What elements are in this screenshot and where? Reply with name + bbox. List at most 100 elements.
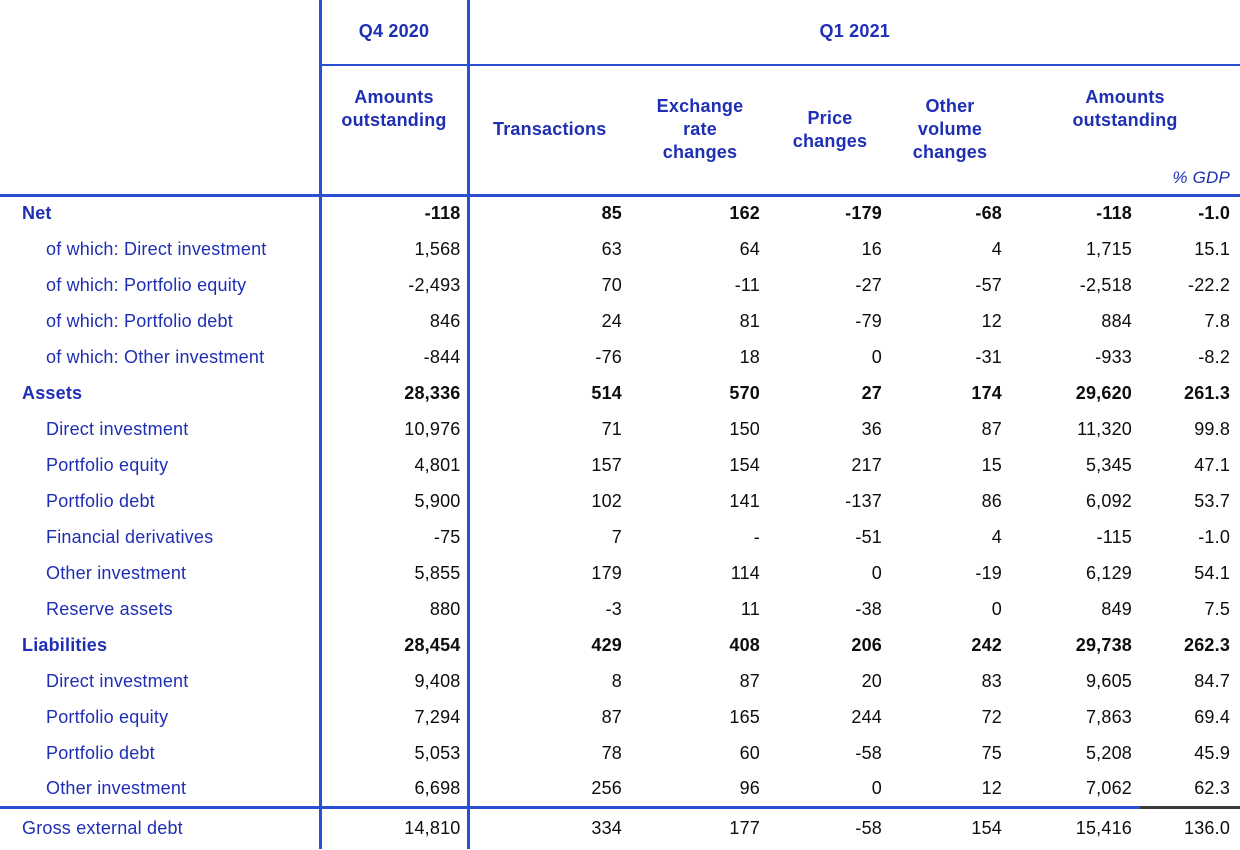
cell-other_volume_changes: 86: [981, 490, 1002, 511]
table-row: Portfolio debt 5,900 102 141 -137 86 6,092 53.7: [0, 483, 1240, 519]
cell-q1_amounts_outstanding: -118: [1096, 203, 1132, 224]
cell-q1_amounts_outstanding: -2,518: [1079, 274, 1132, 295]
table-row: of which: Portfolio debt 846 24 81 -79 12 884 7…: [0, 303, 1240, 339]
cell-price_changes: 0: [871, 777, 882, 798]
cell-exchange_rate_changes: 11: [740, 598, 760, 619]
cell-pct_gdp: 54.1: [1194, 562, 1231, 583]
cell-q1_amounts_outstanding: 1,715: [1085, 238, 1132, 259]
table-row: of which: Portfolio equity -2,493 70 -11 -27…: [0, 267, 1240, 303]
cell-q4_amounts_outstanding: 7,294: [318, 699, 468, 735]
cell-pct_gdp: 69.4: [1194, 706, 1231, 727]
cell-q4_amounts_outstanding: 5,900: [318, 483, 468, 519]
cell-pct_gdp: 136.0: [1140, 805, 1240, 849]
cell-q1_amounts_outstanding: 6,129: [1085, 562, 1132, 583]
cell-pct_gdp: -1.0: [1198, 526, 1231, 547]
cell-q1_amounts_outstanding: 29,738: [1075, 634, 1132, 655]
cell-other_volume_changes: 75: [981, 742, 1002, 763]
cell-other_volume_changes: -57: [975, 274, 1002, 295]
header-empty-cell: [0, 0, 320, 65]
cell-q1_amounts_outstanding: 15,416: [1010, 805, 1140, 849]
cell-q4_amounts_outstanding: 6,698: [318, 771, 468, 807]
table-row: of which: Other investment -844 -76 18 0 -31 -…: [0, 339, 1240, 375]
cell-price_changes: -179: [845, 203, 882, 224]
cell-pct_gdp: 261.3: [1184, 382, 1231, 403]
cell-exchange_rate_changes: 60: [739, 742, 760, 763]
header-measure-row: Amounts outstanding Transactions Exchang…: [0, 65, 1240, 197]
cell-transactions: -76: [466, 339, 630, 375]
header-q4-amounts-outstanding-label: Amounts outstanding: [341, 87, 447, 131]
cell-price_changes: -137: [845, 490, 882, 511]
cell-other_volume_changes: -19: [975, 562, 1002, 583]
header-other-volume-changes: Other volume changes: [890, 65, 1010, 197]
row-label: Portfolio equity: [46, 454, 169, 475]
table-row: Portfolio equity 4,801 157 154 217 15 5,345 47.…: [0, 447, 1240, 483]
cell-price_changes: 16: [861, 238, 882, 259]
cell-q4_amounts_outstanding: 4,801: [318, 447, 468, 483]
cell-exchange_rate_changes: 96: [739, 777, 760, 798]
cell-q4_amounts_outstanding: -75: [318, 519, 468, 555]
cell-transactions: 102: [466, 483, 630, 519]
cell-pct_gdp: 53.7: [1194, 490, 1231, 511]
cell-pct_gdp: 62.3: [1194, 777, 1231, 798]
cell-exchange_rate_changes: 87: [739, 670, 760, 691]
cell-other_volume_changes: 72: [981, 706, 1002, 727]
cell-q4_amounts_outstanding: 5,053: [318, 735, 468, 771]
cell-exchange_rate_changes: 177: [630, 805, 770, 849]
cell-price_changes: 27: [861, 382, 882, 403]
cell-q1_amounts_outstanding: 29,620: [1075, 382, 1132, 403]
table-row: Other investment 5,855 179 114 0 -19 6,129 54.1: [0, 555, 1240, 591]
header-period-row: Q4 2020 Q1 2021: [0, 0, 1240, 66]
cell-other_volume_changes: -68: [975, 203, 1002, 224]
cell-transactions: 24: [466, 303, 630, 339]
cell-transactions: 78: [466, 735, 630, 771]
cell-other_volume_changes: 87: [981, 418, 1002, 439]
cell-transactions: 8: [466, 663, 630, 699]
cell-pct_gdp: -22.2: [1188, 274, 1231, 295]
table-row: of which: Direct investment 1,568 63 64 16 4 1…: [0, 231, 1240, 267]
cell-q1_amounts_outstanding: 11,320: [1077, 418, 1132, 439]
row-label: Other investment: [46, 777, 187, 798]
cell-other_volume_changes: 4: [991, 526, 1002, 547]
row-label: Gross external debt: [0, 805, 320, 849]
cell-pct_gdp: 262.3: [1184, 634, 1231, 655]
cell-exchange_rate_changes: 18: [739, 346, 760, 367]
cell-exchange_rate_changes: 162: [729, 203, 760, 224]
cell-other_volume_changes: 242: [971, 634, 1002, 655]
header-pct-gdp: % GDP: [1172, 167, 1231, 187]
row-label: Liabilities: [22, 634, 108, 655]
cell-price_changes: -58: [770, 805, 890, 849]
cell-transactions: -3: [466, 591, 630, 627]
cell-price_changes: 206: [851, 634, 882, 655]
cell-transactions: 87: [466, 699, 630, 735]
header-q1-amounts-outstanding: Amounts outstanding % GDP: [1010, 65, 1240, 197]
header-other-volume-changes-label: Other volume changes: [912, 96, 988, 163]
cell-transactions: 514: [466, 375, 630, 411]
cell-pct_gdp: 45.9: [1194, 742, 1231, 763]
cell-exchange_rate_changes: 141: [729, 490, 760, 511]
cell-transactions: 85: [466, 195, 630, 231]
row-label: Financial derivatives: [46, 526, 214, 547]
cell-q4_amounts_outstanding: -118: [318, 195, 468, 231]
row-label: Portfolio equity: [46, 706, 169, 727]
cell-other_volume_changes: 15: [981, 454, 1002, 475]
row-label: Direct investment: [46, 418, 189, 439]
cell-exchange_rate_changes: -: [753, 526, 760, 547]
cell-exchange_rate_changes: 408: [729, 634, 760, 655]
header-exchange-rate-changes: Exchange rate changes: [630, 65, 770, 197]
cell-other_volume_changes: 174: [971, 382, 1002, 403]
cell-q1_amounts_outstanding: 9,605: [1085, 670, 1132, 691]
header-empty-cell: [0, 65, 320, 197]
cell-q1_amounts_outstanding: 7,062: [1085, 777, 1132, 798]
header-q1-amounts-outstanding-label: Amounts outstanding: [1072, 87, 1178, 131]
header-q4-amounts-outstanding: Amounts outstanding: [318, 65, 468, 197]
cell-q1_amounts_outstanding: 7,863: [1085, 706, 1132, 727]
row-label: Reserve assets: [46, 598, 173, 619]
cell-exchange_rate_changes: 81: [739, 310, 760, 331]
cell-exchange_rate_changes: 64: [739, 238, 760, 259]
table-row: Assets 28,336 514 570 27 174 29,620 261.3: [0, 375, 1240, 411]
row-label: Assets: [22, 382, 83, 403]
cell-q1_amounts_outstanding: -933: [1095, 346, 1132, 367]
cell-q4_amounts_outstanding: 9,408: [318, 663, 468, 699]
table-body: Net -118 85 162 -179 -68 -118 -1.0 of which: Dir…: [0, 195, 1240, 849]
